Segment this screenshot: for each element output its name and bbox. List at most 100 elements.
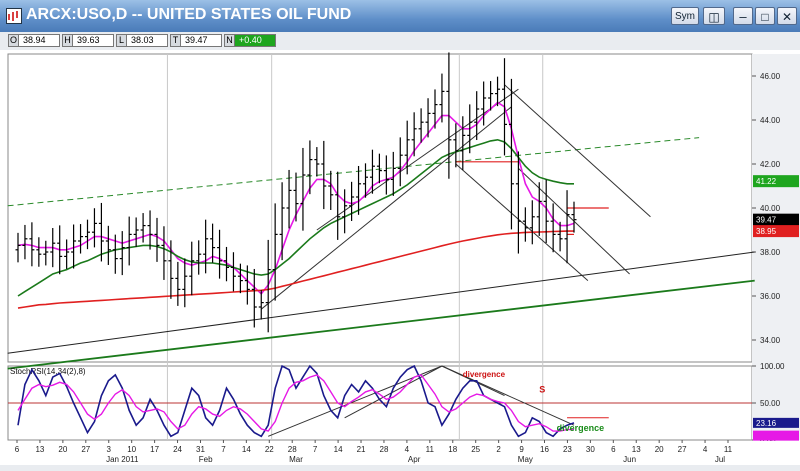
high-value: 39.63 xyxy=(77,35,100,45)
minimize-button[interactable]: – xyxy=(733,7,753,25)
price-label: 41.22 xyxy=(756,177,777,186)
date-tick-label: 4 xyxy=(405,445,410,454)
date-tick-label: 25 xyxy=(471,445,480,454)
date-tick-label: 27 xyxy=(678,445,687,454)
month-label: Mar xyxy=(289,455,303,464)
date-tick-label: 30 xyxy=(586,445,595,454)
date-tick-label: 6 xyxy=(611,445,616,454)
indicator-tick-label: 100.00 xyxy=(760,362,785,371)
chart-area[interactable]: 46.00 44.00 42.00 40.00 38.00 36.00 34.00 41.22… xyxy=(0,50,800,465)
price-tick-label: 38.00 xyxy=(760,248,781,257)
date-tick-label: 3 xyxy=(107,445,112,454)
moving-average-line xyxy=(17,230,574,309)
price-label-box xyxy=(753,175,799,188)
chart-icon xyxy=(6,8,22,24)
date-tick-label: 21 xyxy=(357,445,366,454)
date-tick-label: 28 xyxy=(288,445,297,454)
month-label: Apr xyxy=(408,455,421,464)
date-tick-label: 9 xyxy=(519,445,524,454)
price-tick-label: 36.00 xyxy=(760,292,781,301)
uptrend-line xyxy=(316,88,519,231)
indicator-line xyxy=(17,374,574,432)
date-tick-label: 14 xyxy=(242,445,251,454)
month-label: Jan 2011 xyxy=(106,455,139,464)
date-tick-label: 13 xyxy=(632,445,641,454)
date-tick-label: 14 xyxy=(334,445,343,454)
date-tick-label: 6 xyxy=(15,445,20,454)
close-button[interactable]: ✕ xyxy=(777,7,797,25)
symbol-button[interactable]: Sym xyxy=(671,7,699,25)
date-tick-label: 20 xyxy=(58,445,67,454)
indicator-title: StochRSI(14,34(2),8) xyxy=(10,367,86,376)
indicator-label-box xyxy=(753,417,799,428)
date-tick-label: 18 xyxy=(448,445,457,454)
low-label: L xyxy=(117,35,127,46)
date-tick-label: 2 xyxy=(496,445,501,454)
date-tick-label: 22 xyxy=(265,445,274,454)
date-tick-label: 24 xyxy=(173,445,182,454)
last-value: 39.47 xyxy=(185,35,208,45)
annotation-text: divergence xyxy=(557,423,605,433)
month-label: Jul xyxy=(715,455,725,464)
low-cell: L 38.03 xyxy=(116,34,168,47)
price-tick-label: 44.00 xyxy=(760,116,781,125)
open-cell: O 38.94 xyxy=(8,34,60,47)
date-tick-label: 4 xyxy=(703,445,708,454)
price-axis xyxy=(752,54,800,440)
month-label: May xyxy=(518,455,533,464)
window-title: ARCX:USO,D -- UNITED STATES OIL FUND xyxy=(26,6,352,23)
high-cell: H 39.63 xyxy=(62,34,114,47)
green-support-line xyxy=(7,279,755,370)
price-tick-label: 40.00 xyxy=(760,204,781,213)
price-tick-label: 42.00 xyxy=(760,160,781,169)
date-tick-label: 11 xyxy=(724,445,733,454)
date-tick-label: 7 xyxy=(221,445,226,454)
annotation-text: S xyxy=(539,385,545,395)
low-value: 38.03 xyxy=(131,35,154,45)
price-label-box xyxy=(753,225,799,238)
date-axis xyxy=(0,441,800,465)
indicator-trend-line xyxy=(344,365,443,419)
last-label: T xyxy=(171,35,181,46)
change-value: +0.40 xyxy=(239,35,262,45)
price-label: 39.47 xyxy=(756,216,777,225)
last-cell: T 39.47 xyxy=(170,34,222,47)
date-tick-label: 13 xyxy=(35,445,44,454)
pin-icon[interactable]: ◫ xyxy=(703,7,725,25)
downtrend-line xyxy=(455,163,589,281)
dashed-channel-line xyxy=(7,137,700,207)
price-label-box xyxy=(753,213,799,226)
date-tick-label: 16 xyxy=(540,445,549,454)
date-tick-label: 27 xyxy=(81,445,90,454)
price-label: 38.95 xyxy=(756,227,777,236)
open-label: O xyxy=(9,35,19,46)
status-bar xyxy=(0,465,800,471)
date-tick-label: 10 xyxy=(127,445,136,454)
month-label: Jun xyxy=(623,455,636,464)
indicator-line xyxy=(17,364,575,438)
date-tick-label: 7 xyxy=(313,445,318,454)
date-tick-label: 11 xyxy=(426,445,435,454)
downtrend-line xyxy=(504,84,651,218)
change-cell: N +0.40 xyxy=(224,34,276,47)
maximize-button[interactable]: □ xyxy=(755,7,775,25)
quote-bar: O 38.94 H 39.63 L 38.03 T 39.47 N +0.40 xyxy=(0,32,800,51)
change-label: N xyxy=(225,35,235,46)
moving-average-line xyxy=(17,138,574,297)
price-tick-label: 34.00 xyxy=(760,336,781,345)
indicator-label: 23.16 xyxy=(756,419,777,428)
annotation-text: divergence xyxy=(463,370,506,379)
date-tick-label: 17 xyxy=(150,445,159,454)
price-tick-label: 46.00 xyxy=(760,72,781,81)
open-value: 38.94 xyxy=(23,35,46,45)
date-tick-label: 20 xyxy=(655,445,664,454)
black-support-line xyxy=(7,251,755,354)
high-label: H xyxy=(63,35,73,46)
indicator-tick-label: 50.00 xyxy=(760,399,781,408)
date-tick-label: 31 xyxy=(196,445,205,454)
date-tick-label: 23 xyxy=(563,445,572,454)
date-tick-label: 28 xyxy=(380,445,389,454)
indicator-label-box xyxy=(753,430,799,441)
title-bar[interactable]: ARCX:USO,D -- UNITED STATES OIL FUND Sym… xyxy=(0,0,800,32)
